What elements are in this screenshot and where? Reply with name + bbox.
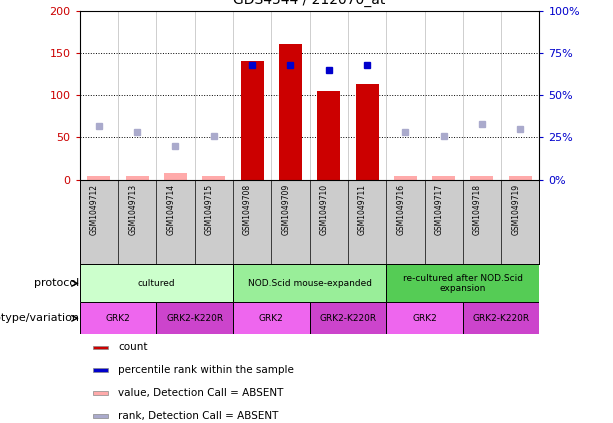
Text: GSM1049710: GSM1049710 [320, 184, 329, 235]
Bar [386, 302, 463, 334]
Bar [356, 84, 379, 180]
Text: percentile rank within the sample: percentile rank within the sample [118, 365, 294, 375]
Text: GSM1049719: GSM1049719 [511, 184, 520, 235]
Text: GRK2: GRK2 [412, 314, 437, 323]
Bar [126, 176, 149, 180]
Text: GSM1049718: GSM1049718 [473, 184, 482, 235]
Text: GSM1049717: GSM1049717 [435, 184, 444, 235]
Text: GRK2-K220R: GRK2-K220R [166, 314, 223, 323]
Bar [93, 368, 107, 372]
Bar [240, 61, 264, 180]
Title: GDS4544 / 212070_at: GDS4544 / 212070_at [234, 0, 386, 7]
Bar [432, 176, 455, 180]
Bar [279, 44, 302, 180]
Bar [202, 176, 226, 180]
Bar [80, 302, 156, 334]
Text: genotype/variation: genotype/variation [0, 313, 80, 323]
Bar [310, 302, 386, 334]
Bar [80, 264, 233, 302]
Bar [394, 176, 417, 180]
Bar [318, 91, 340, 180]
Bar [93, 346, 107, 349]
Bar [233, 264, 386, 302]
Text: GSM1049712: GSM1049712 [90, 184, 99, 235]
Text: GSM1049711: GSM1049711 [358, 184, 367, 235]
Text: count: count [118, 343, 148, 352]
Bar [509, 176, 531, 180]
Text: GSM1049713: GSM1049713 [128, 184, 137, 235]
Text: GSM1049708: GSM1049708 [243, 184, 252, 235]
Bar [93, 414, 107, 418]
Bar [471, 176, 493, 180]
Bar [93, 391, 107, 395]
Text: protocol: protocol [34, 278, 80, 288]
Bar [386, 264, 539, 302]
Text: GRK2-K220R: GRK2-K220R [319, 314, 376, 323]
Text: rank, Detection Call = ABSENT: rank, Detection Call = ABSENT [118, 411, 278, 421]
Bar [164, 173, 187, 180]
Text: re-cultured after NOD.Scid
expansion: re-cultured after NOD.Scid expansion [403, 274, 523, 293]
Text: value, Detection Call = ABSENT: value, Detection Call = ABSENT [118, 388, 283, 398]
Text: GSM1049714: GSM1049714 [167, 184, 175, 235]
Bar [156, 302, 233, 334]
Bar [463, 302, 539, 334]
Text: GSM1049709: GSM1049709 [281, 184, 291, 235]
Text: NOD.Scid mouse-expanded: NOD.Scid mouse-expanded [248, 279, 371, 288]
Text: GRK2: GRK2 [259, 314, 284, 323]
Text: GSM1049716: GSM1049716 [397, 184, 405, 235]
Text: GRK2: GRK2 [105, 314, 131, 323]
Bar [233, 302, 310, 334]
Text: cultured: cultured [137, 279, 175, 288]
Text: GRK2-K220R: GRK2-K220R [473, 314, 530, 323]
Bar [87, 176, 110, 180]
Text: GSM1049715: GSM1049715 [205, 184, 214, 235]
